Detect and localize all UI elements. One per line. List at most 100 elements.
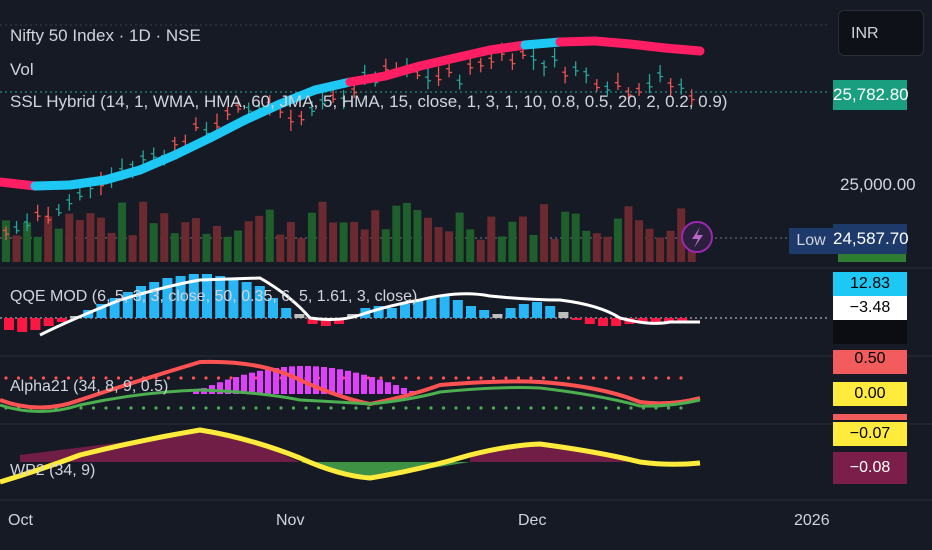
alpha-lower-dot (316, 406, 321, 410)
qqe-bar (571, 318, 582, 320)
qqe-bar (637, 318, 648, 323)
ssl-segment (520, 37, 565, 50)
volume-bar (23, 222, 32, 262)
alpha-upper-dot (116, 376, 121, 380)
alpha-lower-dot (579, 406, 583, 410)
volume-bar (128, 235, 137, 262)
alpha-upper-dot (654, 376, 658, 380)
ssl-legend[interactable]: SSL Hybrid (14, 1, WMA, HMA, 60, JMA, 5,… (10, 92, 728, 111)
ssl-hybrid-baseline (0, 36, 705, 191)
qqe-bar (30, 318, 41, 330)
alpha-upper-dot (404, 376, 408, 380)
volume-bar (402, 202, 411, 262)
alpha-upper-dot (91, 376, 96, 380)
alpha-bar (305, 366, 311, 394)
qqe-line (39, 276, 700, 337)
qqe-bar (611, 318, 622, 326)
volume-bars (2, 201, 696, 262)
wp2-legend[interactable]: WP2 (34, 9) (10, 462, 96, 479)
time-tick-oct: Oct (8, 512, 33, 529)
alpha-lower-dot (104, 406, 108, 410)
qqe-bar (241, 282, 252, 318)
volume-bar (276, 234, 285, 262)
alpha-bar (369, 377, 375, 394)
alpha-bar (329, 367, 335, 394)
alpha-upper-dot (104, 376, 108, 380)
ssl-segment (345, 71, 390, 87)
qqe-bar (439, 296, 450, 318)
ssl-segment (555, 36, 600, 47)
alpha-lower-dot (379, 406, 383, 410)
ssl-segment (275, 85, 320, 109)
alpha-lower-dot (216, 406, 221, 410)
alpha-upper-dot (79, 376, 83, 380)
last-price-label: 25,782.80 (833, 85, 909, 104)
alpha-upper-dot (4, 376, 8, 380)
volume-legend[interactable]: Vol (10, 60, 34, 79)
qqe-bar (70, 316, 80, 318)
currency-selector[interactable]: INR (838, 10, 924, 56)
volume-bar (202, 233, 211, 262)
alpha-bar (401, 387, 407, 394)
alpha-fast-line (0, 386, 701, 413)
alpha-upper-dot (416, 376, 421, 380)
volume-bar (44, 216, 53, 262)
alpha-upper-dot (466, 376, 471, 380)
qqe-tag-c-bg (833, 320, 907, 344)
volume-bar (318, 201, 327, 262)
low-price-tag-bg (833, 224, 907, 254)
qqe-value-b: −3.48 (849, 299, 891, 316)
qqe-bar (56, 318, 67, 322)
time-tick-dec: Dec (518, 512, 547, 529)
volume-bar (12, 235, 21, 262)
qqe-bar (518, 304, 529, 318)
volume-bar (540, 204, 549, 262)
qqe-bar (17, 318, 28, 332)
alpha-lower-dot (616, 406, 621, 410)
qqe-legend[interactable]: QQE MOD (6, 5, 3, 3, close, 50, 0.35, 6,… (10, 288, 418, 305)
last-price-tag-bg (833, 80, 907, 110)
ssl-segment (30, 180, 75, 191)
volume-bar (466, 229, 475, 262)
alpha-bar (393, 385, 399, 394)
ssl-segment (205, 115, 250, 143)
qqe-bar (4, 318, 14, 330)
alpha-lower-dot (441, 406, 446, 410)
volume-bar (65, 213, 74, 262)
alpha-lower-dot (454, 406, 458, 410)
alpha-upper-dot (641, 376, 646, 380)
volume-bar (497, 236, 506, 262)
ssl-segment (450, 45, 495, 63)
volume-bar (297, 238, 306, 262)
ssl-segment (170, 133, 215, 160)
volume-bar (234, 230, 243, 262)
volume-tag (838, 254, 906, 262)
alpha-lower-dot (591, 406, 596, 410)
alpha-lower-dot (204, 406, 208, 410)
alpha-lower-dot (629, 406, 633, 410)
volume-bar (160, 213, 169, 262)
wp-value-a: −0.07 (849, 425, 891, 442)
alpha-upper-dot (516, 376, 521, 380)
alpha-upper-dot (129, 376, 133, 380)
qqe-bar (228, 278, 239, 318)
qqe-bar (162, 278, 173, 318)
volume-bar (75, 220, 84, 262)
volume-bar (223, 236, 232, 262)
qqe-bar (307, 318, 318, 324)
alpha21-legend[interactable]: Alpha21 (34, 8, 9, 0.5) (10, 378, 169, 395)
alpha-upper-dot (629, 376, 633, 380)
wp-value-b: −0.08 (849, 459, 891, 476)
alpha-upper-dot (579, 376, 583, 380)
qqe-histogram (4, 274, 700, 337)
chart-title[interactable]: Nifty 50 Index · 1D · NSE (10, 26, 201, 45)
alpha-upper-dot (566, 376, 571, 380)
volume-bar (255, 215, 264, 262)
alpha-upper-dot (529, 376, 533, 380)
alpha-lower-dot (679, 406, 683, 410)
volume-bar (371, 210, 380, 262)
alpha-bar (249, 372, 255, 394)
qqe-bar (598, 318, 608, 326)
ssl-segment (625, 39, 670, 53)
volume-bar (413, 210, 422, 262)
